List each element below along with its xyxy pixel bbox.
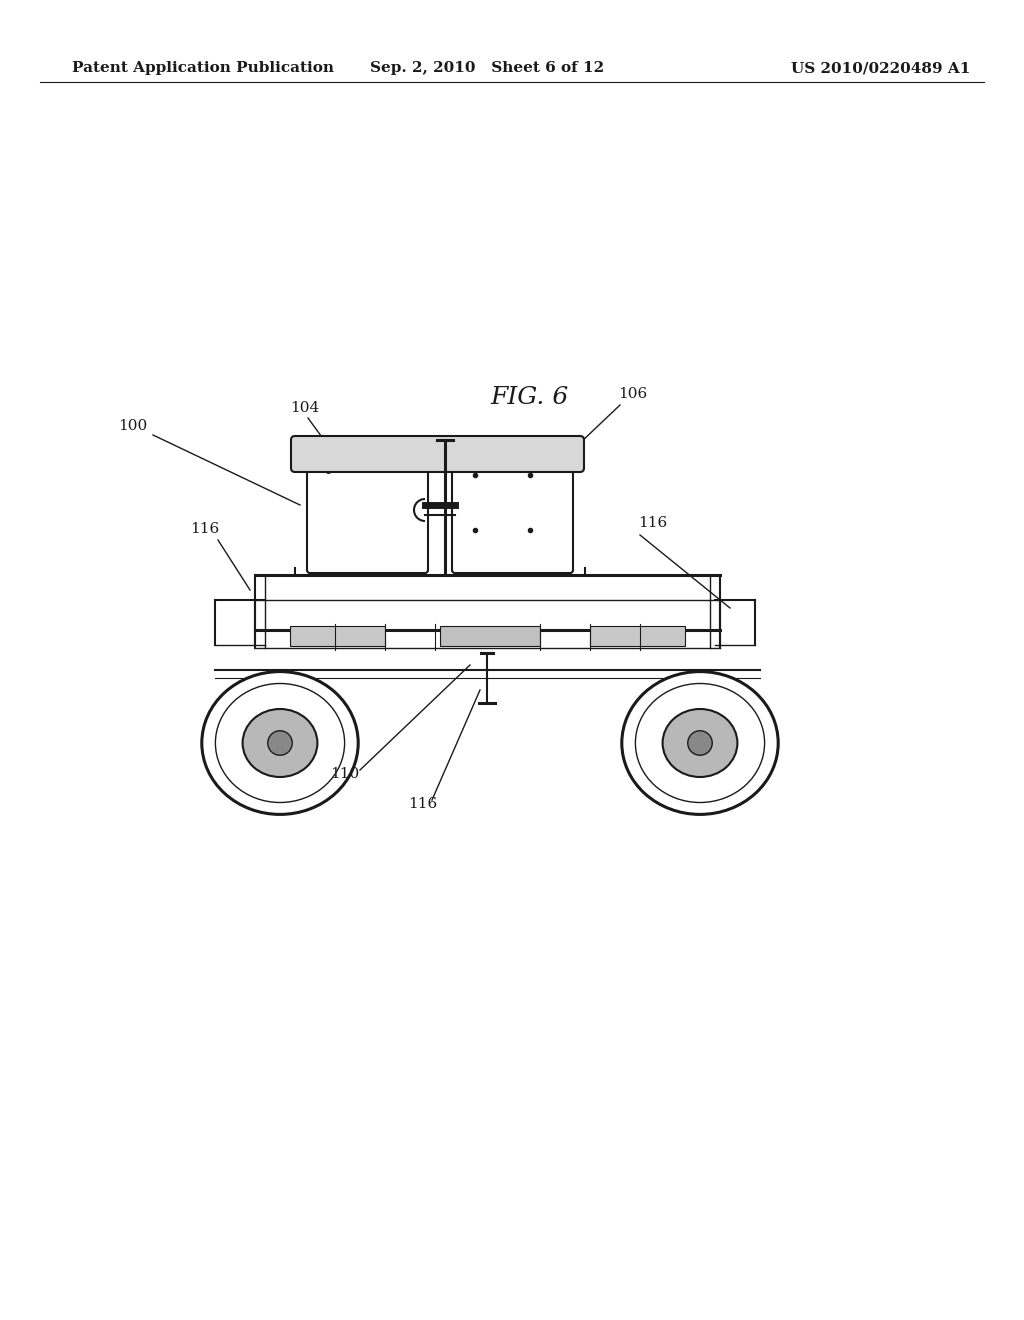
Text: 116: 116	[190, 521, 219, 536]
FancyBboxPatch shape	[452, 451, 573, 573]
Text: 100: 100	[118, 418, 147, 433]
Text: 116: 116	[638, 516, 668, 531]
Ellipse shape	[636, 684, 765, 803]
FancyBboxPatch shape	[291, 436, 584, 473]
Ellipse shape	[202, 672, 358, 814]
Text: Patent Application Publication: Patent Application Publication	[72, 61, 334, 75]
Ellipse shape	[622, 672, 778, 814]
Text: US 2010/0220489 A1: US 2010/0220489 A1	[791, 61, 970, 75]
Bar	[590, 626, 685, 645]
Ellipse shape	[243, 709, 317, 777]
Text: 106: 106	[618, 387, 647, 401]
Ellipse shape	[663, 709, 737, 777]
Text: 104: 104	[290, 401, 319, 414]
Text: 116: 116	[408, 797, 437, 810]
Text: Sep. 2, 2010   Sheet 6 of 12: Sep. 2, 2010 Sheet 6 of 12	[370, 61, 604, 75]
Text: FIG. 6: FIG. 6	[490, 387, 569, 409]
Bar	[440, 626, 540, 645]
Circle shape	[267, 731, 292, 755]
Bar	[290, 626, 385, 645]
Text: 110: 110	[330, 767, 359, 781]
Ellipse shape	[215, 684, 345, 803]
Circle shape	[688, 731, 713, 755]
FancyBboxPatch shape	[307, 451, 428, 573]
